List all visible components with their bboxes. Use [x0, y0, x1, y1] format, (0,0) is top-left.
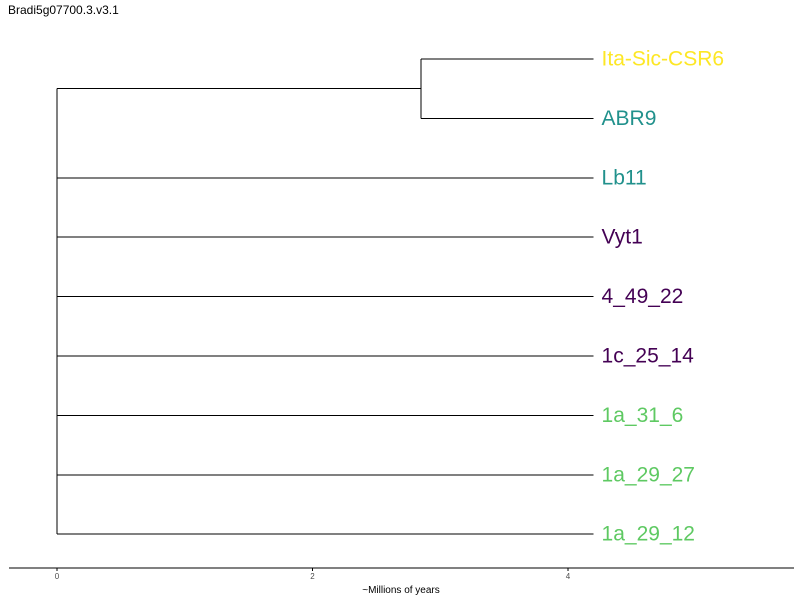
x-tick-label: 2 — [310, 572, 315, 581]
tip-label: 1c_25_14 — [602, 345, 695, 368]
tip-label: Lb11 — [602, 166, 647, 189]
x-tick-label: 0 — [55, 572, 60, 581]
tip-label: 1a_31_6 — [602, 404, 684, 427]
tip-label: 4_49_22 — [602, 285, 684, 308]
x-axis: 0 2 4 — [9, 567, 794, 581]
tip-labels: Ita-Sic-CSR6 ABR9 Lb11 Vyt1 4_49_22 1c_25_14 1… — [602, 48, 725, 546]
tree-branches — [56, 58, 594, 535]
tip-label: 1a_29_27 — [602, 463, 695, 486]
tip-label: 1a_29_12 — [602, 523, 695, 546]
x-tick-label: 4 — [566, 572, 571, 581]
chart-title: Bradi5g07700.3.v3.1 — [8, 3, 119, 17]
tip-label: ABR9 — [602, 107, 657, 130]
x-axis-label: ~Millions of years — [362, 585, 440, 596]
tip-label: Vyt1 — [602, 226, 643, 249]
tip-label: Ita-Sic-CSR6 — [602, 48, 725, 71]
